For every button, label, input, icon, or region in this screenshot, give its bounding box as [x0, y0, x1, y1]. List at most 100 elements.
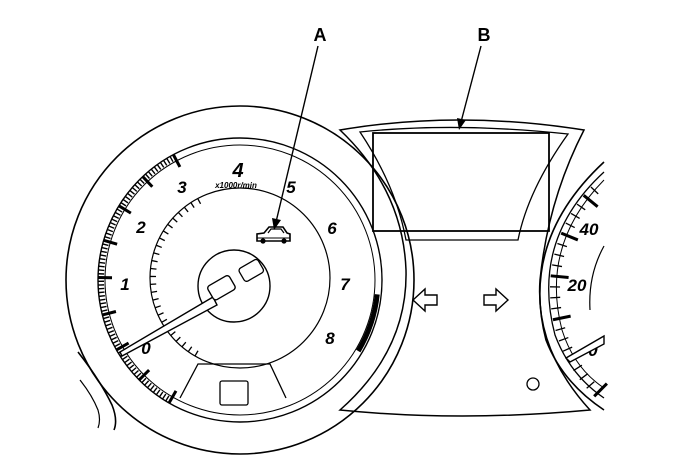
tacho-minor-tick [150, 168, 156, 175]
tacho-major-tick [141, 175, 154, 188]
right-arrow-icon [483, 287, 510, 313]
speedo-minor-tick [570, 212, 580, 220]
speedo-major-tick [552, 314, 571, 322]
speedo-major-tick [560, 231, 579, 242]
tacho-minor-tick [133, 369, 139, 375]
tacho-minor-tick [112, 339, 119, 344]
tacho-minor-tick [121, 355, 128, 361]
tacho-minor-tick [155, 389, 161, 396]
tacho-label-1: 1 [120, 275, 129, 294]
tacho-minor-tick [102, 243, 109, 247]
tacho-minor-tick [122, 198, 129, 204]
lcd-display-screen [372, 132, 550, 232]
tacho-label-3: 3 [177, 178, 187, 197]
speedo-minor-tick [551, 306, 562, 310]
tacho-label-5: 5 [286, 178, 296, 197]
tacho-minor-tick [98, 294, 105, 298]
tacho-minor-tick [127, 192, 133, 198]
speedometer-needle [564, 334, 605, 363]
tacho-minor-tick [99, 298, 106, 301]
tacho-minor-tick [134, 184, 140, 190]
tacho-inner-tick [154, 305, 161, 309]
left-partial-gauge [77, 351, 117, 431]
tachometer-red-zone [356, 294, 380, 353]
tacho-minor-tick [136, 372, 142, 378]
callout-a: A [272, 25, 327, 230]
tacho-minor-tick [103, 316, 110, 320]
speedometer-inner-ring [589, 245, 605, 311]
speedo-minor-tick [552, 264, 563, 268]
tacho-minor-tick [129, 189, 135, 195]
tacho-minor-tick [158, 391, 164, 398]
tacho-minor-tick [141, 377, 147, 384]
tacho-minor-tick [111, 218, 118, 223]
tacho-minor-tick [146, 382, 152, 389]
tachometer-scale-ring-inner [104, 144, 376, 416]
tacho-inner-tick [175, 336, 181, 342]
tacho-minor-tick [106, 326, 113, 331]
tacho-label-0: 0 [141, 339, 151, 358]
tacho-inner-tick [162, 230, 169, 235]
tacho-minor-tick [101, 246, 108, 250]
tacho-major-tick [115, 341, 130, 352]
tachometer-needle [119, 274, 236, 357]
center-panel-outline [338, 119, 592, 417]
left-arrow-icon [411, 287, 438, 313]
tacho-inner-tick [151, 290, 158, 293]
speedo-minor-tick [573, 364, 583, 372]
speedo-label-40: 40 [579, 220, 599, 239]
tacho-inner-tick [161, 318, 168, 323]
tacho-minor-tick [105, 232, 112, 236]
tacho-minor-tick [144, 380, 150, 386]
tacho-minor-tick [113, 215, 120, 220]
tacho-minor-tick [105, 323, 112, 327]
tachometer-outer-bezel [65, 105, 415, 455]
tacho-label-7: 7 [340, 275, 351, 294]
tacho-label-2: 2 [135, 218, 146, 237]
tacho-inner-tick [153, 252, 160, 256]
tacho-minor-tick [139, 178, 145, 184]
tacho-inner-tick [150, 267, 157, 270]
speedometer-outer-bezel [539, 161, 605, 411]
tacho-minor-tick [159, 162, 165, 168]
tacho-minor-tick [144, 173, 151, 179]
speedo-minor-tick [550, 296, 561, 299]
tacho-major-tick [103, 238, 118, 246]
speedo-minor-tick [555, 327, 566, 332]
tacho-minor-tick [166, 157, 171, 164]
car-indicator-icon [256, 226, 291, 244]
tacho-inner-tick [172, 217, 178, 223]
tachometer-bottom-window [179, 363, 287, 406]
tacho-minor-tick [116, 208, 123, 213]
tacho-inner-tick [157, 312, 164, 316]
tacho-inner-tick [187, 346, 193, 353]
speedo-minor-tick [554, 253, 565, 258]
tacho-label-8: 8 [325, 329, 335, 348]
tacho-major-tick [118, 204, 132, 215]
tacho-inner-tick [151, 259, 158, 263]
speedometer-scale-arc-inner [555, 179, 605, 389]
tacho-minor-tick [107, 228, 114, 233]
tacho-unit-label: x1000r/min [214, 181, 257, 190]
tacho-minor-tick [109, 333, 116, 338]
tacho-major-tick [172, 153, 182, 168]
speedo-major-tick [582, 194, 599, 208]
callout-a-label: A [314, 25, 327, 45]
tacho-minor-tick [98, 291, 105, 294]
tacho-minor-tick [124, 358, 130, 364]
tacho-minor-tick [131, 367, 137, 373]
tacho-minor-tick [100, 254, 107, 257]
speedo-minor-tick [576, 203, 586, 211]
tacho-inner-tick [190, 202, 195, 208]
tacho-label-4: 4 [231, 160, 243, 182]
tacho-major-tick [101, 310, 117, 317]
tacho-inner-tick [159, 237, 166, 242]
tacho-minor-tick [99, 261, 106, 264]
tacho-minor-tick [162, 159, 168, 166]
tacho-inner-tick [183, 206, 189, 213]
speedo-major-tick [593, 382, 608, 398]
tacho-inner-tick [155, 244, 162, 249]
tacho-minor-tick [120, 202, 127, 207]
tacho-minor-tick [156, 164, 162, 170]
